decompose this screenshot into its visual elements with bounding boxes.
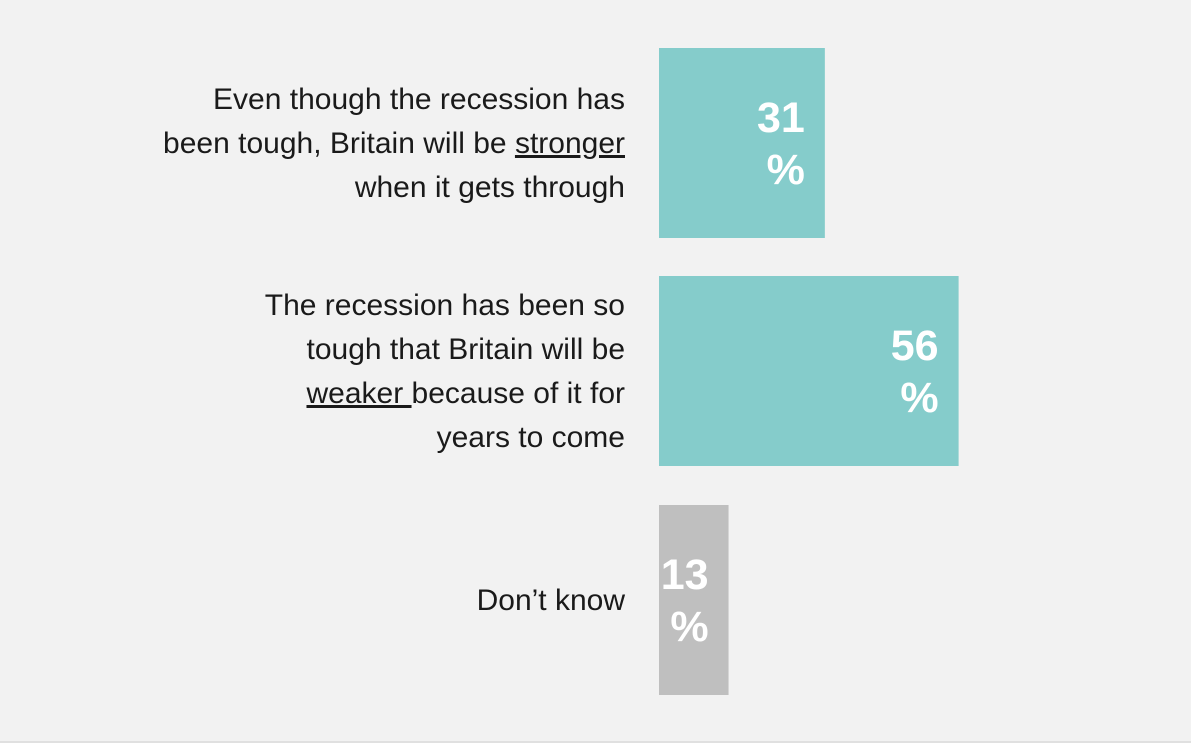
bottom-divider [0, 741, 1191, 743]
value-label-1: 31% [757, 94, 805, 194]
category-label-3: Don’t know [477, 584, 626, 617]
bar-3 [659, 505, 729, 695]
category-label-1: Even though the recession has been tough,… [163, 83, 625, 204]
value-label-2: 56% [891, 322, 939, 422]
value-label-3: 13% [661, 551, 709, 651]
category-label-2: The recession has been so tough that Brit… [265, 289, 625, 454]
bar-2 [659, 276, 959, 466]
bar-1 [659, 48, 825, 238]
